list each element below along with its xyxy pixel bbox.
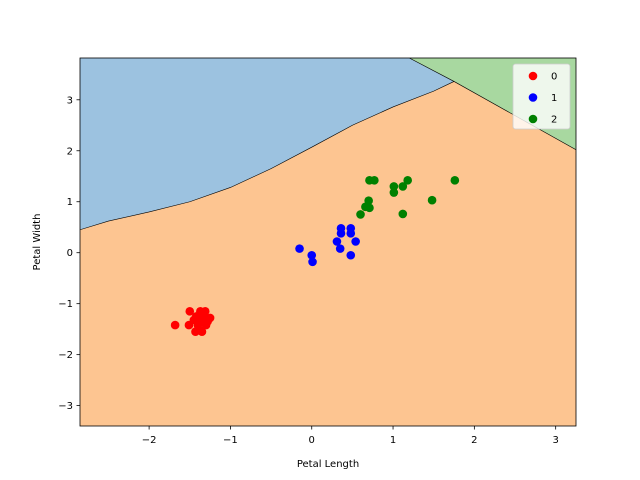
legend-label-2: 2	[551, 115, 557, 126]
y-tick-label: 2	[67, 146, 73, 157]
legend-frame	[512, 63, 571, 130]
point-class-2	[398, 182, 408, 191]
point-class-0	[185, 307, 195, 316]
point-class-2	[450, 176, 460, 185]
point-class-1	[335, 244, 345, 253]
x-axis-label: Petal Length	[297, 459, 359, 470]
point-class-1	[346, 250, 356, 260]
legend-label-0: 0	[551, 72, 557, 83]
x-tick-label: −1	[223, 435, 238, 446]
point-class-1	[332, 237, 342, 246]
x-tick-label: 3	[552, 435, 558, 446]
y-tick-label: −1	[58, 299, 73, 310]
y-tick-label: 0	[67, 248, 73, 259]
legend-marker-1	[528, 93, 538, 102]
point-class-1	[346, 223, 356, 233]
point-class-2	[389, 182, 399, 191]
point-class-0	[205, 313, 215, 323]
point-class-2	[398, 209, 408, 219]
x-tick-label: −2	[142, 435, 157, 446]
y-tick-label: 3	[67, 95, 73, 106]
region-0	[80, 58, 455, 230]
point-class-2	[389, 188, 399, 197]
y-tick-label: −3	[58, 401, 73, 412]
point-class-2	[427, 195, 437, 205]
point-class-0	[197, 327, 207, 337]
legend: 0 1 2	[512, 63, 571, 130]
point-class-1	[351, 237, 360, 246]
legend-marker-2	[528, 114, 538, 124]
point-class-1	[295, 244, 304, 253]
plot-frame	[79, 57, 577, 427]
legend-label-1: 1	[551, 93, 557, 104]
legend-marker-0	[528, 71, 538, 81]
point-class-2	[403, 176, 412, 185]
point-class-1	[308, 257, 317, 267]
y-axis-label: Petal Width	[32, 214, 43, 271]
plot-area	[80, 58, 576, 426]
point-class-2	[356, 210, 365, 219]
point-class-1	[307, 250, 317, 260]
decision-boundary-0-2	[409, 58, 455, 82]
y-axis: −3 −2 −1 0 1 2 3	[58, 95, 80, 412]
x-axis: −2 −1 0 1 2 3	[142, 426, 559, 446]
decision-boundary-0-1	[80, 81, 455, 231]
y-tick-label: 1	[67, 197, 73, 208]
point-class-2	[370, 176, 379, 185]
point-class-1	[336, 223, 346, 233]
y-tick-label: −2	[58, 350, 73, 361]
point-class-0	[170, 320, 180, 330]
x-tick-label: 2	[471, 435, 477, 446]
x-tick-label: 1	[390, 435, 396, 446]
point-class-2	[364, 196, 373, 206]
x-tick-label: 0	[309, 435, 315, 446]
point-class-2	[365, 203, 374, 213]
point-class-0	[200, 307, 210, 316]
